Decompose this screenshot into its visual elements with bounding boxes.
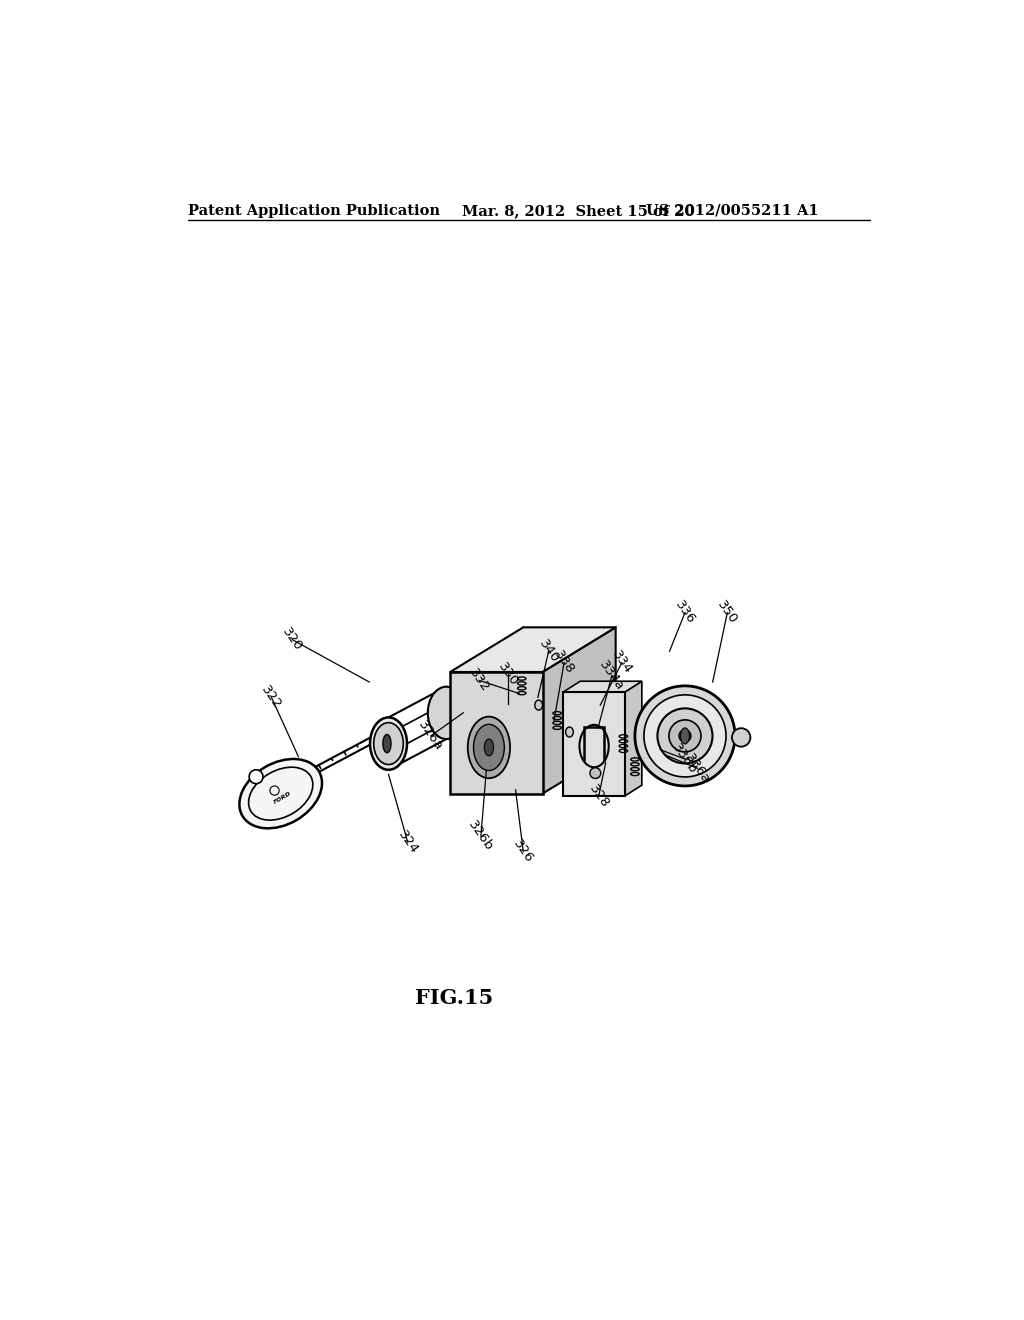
Polygon shape bbox=[451, 627, 615, 672]
Ellipse shape bbox=[473, 725, 504, 771]
Circle shape bbox=[679, 730, 691, 742]
Polygon shape bbox=[563, 692, 625, 796]
Ellipse shape bbox=[681, 727, 689, 744]
Text: 340: 340 bbox=[537, 638, 561, 665]
Circle shape bbox=[732, 729, 751, 747]
Text: 330: 330 bbox=[496, 660, 520, 689]
Text: FORD: FORD bbox=[273, 791, 293, 805]
Text: 322: 322 bbox=[259, 684, 284, 711]
Text: 336b: 336b bbox=[670, 742, 700, 776]
Ellipse shape bbox=[468, 717, 510, 779]
Circle shape bbox=[669, 719, 701, 752]
Text: 328: 328 bbox=[586, 781, 611, 810]
Ellipse shape bbox=[565, 727, 573, 737]
Polygon shape bbox=[563, 681, 642, 692]
Polygon shape bbox=[625, 681, 642, 796]
Circle shape bbox=[644, 694, 726, 777]
Text: 326: 326 bbox=[511, 837, 536, 866]
Text: FIG.15: FIG.15 bbox=[415, 987, 494, 1007]
Ellipse shape bbox=[383, 734, 391, 752]
Ellipse shape bbox=[484, 739, 494, 756]
Polygon shape bbox=[451, 672, 543, 793]
Text: 320: 320 bbox=[280, 626, 305, 653]
Text: 334a: 334a bbox=[597, 659, 627, 693]
Ellipse shape bbox=[428, 686, 465, 739]
Circle shape bbox=[635, 686, 735, 785]
Text: 350: 350 bbox=[715, 598, 740, 627]
Text: 332: 332 bbox=[467, 667, 492, 694]
Circle shape bbox=[590, 768, 601, 779]
Polygon shape bbox=[543, 627, 615, 793]
Text: 326b: 326b bbox=[466, 818, 496, 854]
Ellipse shape bbox=[370, 718, 407, 770]
Text: 334: 334 bbox=[609, 648, 635, 677]
Ellipse shape bbox=[240, 759, 322, 829]
Text: Mar. 8, 2012  Sheet 15 of 20: Mar. 8, 2012 Sheet 15 of 20 bbox=[462, 203, 694, 218]
Text: 336a: 336a bbox=[682, 751, 713, 785]
Text: 324: 324 bbox=[395, 828, 421, 857]
Ellipse shape bbox=[374, 722, 403, 764]
Ellipse shape bbox=[535, 700, 543, 710]
Circle shape bbox=[657, 709, 713, 763]
Text: 326a: 326a bbox=[416, 718, 445, 754]
Text: 336: 336 bbox=[673, 598, 697, 627]
Text: US 2012/0055211 A1: US 2012/0055211 A1 bbox=[646, 203, 819, 218]
Text: 338: 338 bbox=[552, 648, 577, 677]
Text: Patent Application Publication: Patent Application Publication bbox=[188, 203, 440, 218]
Circle shape bbox=[249, 770, 263, 784]
